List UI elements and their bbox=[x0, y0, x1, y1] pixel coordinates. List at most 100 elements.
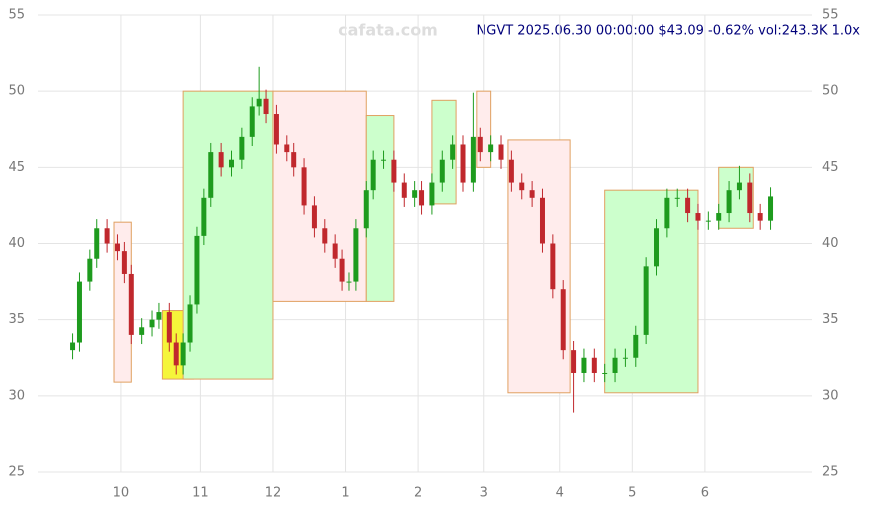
candle-body bbox=[94, 228, 100, 259]
candle-body bbox=[612, 357, 618, 373]
candle-body bbox=[311, 205, 317, 229]
candle-body bbox=[166, 312, 172, 343]
candle-body bbox=[695, 213, 701, 221]
candle-body bbox=[180, 342, 186, 366]
zone bbox=[182, 90, 274, 380]
candle-body bbox=[429, 182, 435, 206]
candle-body bbox=[674, 197, 680, 199]
candle-body bbox=[156, 312, 162, 320]
zone bbox=[272, 90, 367, 302]
candle-body bbox=[194, 235, 200, 305]
y-tick-label-right: 30 bbox=[822, 388, 839, 403]
candle-body bbox=[149, 319, 155, 328]
candle-body bbox=[256, 98, 262, 107]
candle-body bbox=[498, 144, 504, 160]
candle-body bbox=[353, 228, 359, 282]
candle-body bbox=[291, 152, 297, 168]
candle-body bbox=[128, 273, 134, 335]
candle-body bbox=[187, 304, 193, 343]
candle-body bbox=[685, 197, 691, 214]
y-tick-label: 45 bbox=[8, 160, 25, 175]
candle-body bbox=[757, 213, 763, 221]
candle-body bbox=[560, 289, 566, 351]
candle-body bbox=[602, 372, 608, 374]
candle-body bbox=[591, 357, 597, 373]
candle-body bbox=[114, 243, 120, 252]
zone bbox=[604, 189, 699, 394]
zone bbox=[476, 90, 492, 168]
y-tick-label-right: 35 bbox=[822, 312, 839, 327]
candle-body bbox=[412, 190, 418, 198]
candle-body bbox=[87, 258, 93, 282]
candle-body bbox=[218, 152, 224, 168]
candle-body bbox=[539, 197, 545, 244]
candle-body bbox=[346, 281, 352, 283]
candle-body bbox=[508, 159, 514, 183]
zone bbox=[507, 139, 571, 394]
candle-body bbox=[249, 106, 255, 137]
candle-body bbox=[460, 144, 466, 183]
x-tick-label: 4 bbox=[556, 486, 564, 501]
candle-body bbox=[201, 197, 207, 236]
watermark: cafata.com bbox=[338, 21, 438, 40]
candle-body bbox=[208, 152, 214, 198]
candle-body bbox=[301, 167, 307, 206]
candle-body bbox=[363, 190, 369, 229]
y-tick-label: 55 bbox=[8, 8, 25, 23]
candle-body bbox=[488, 144, 494, 153]
x-tick-label: 1 bbox=[341, 486, 349, 501]
x-tick-label: 3 bbox=[480, 486, 488, 501]
candle-body bbox=[70, 342, 76, 351]
candle-body bbox=[339, 258, 345, 282]
candle-body bbox=[622, 357, 628, 359]
candle-body bbox=[529, 190, 535, 198]
candle-body bbox=[664, 197, 670, 229]
y-tick-label-right: 40 bbox=[822, 236, 839, 251]
y-tick-label: 30 bbox=[8, 388, 25, 403]
candle-body bbox=[571, 350, 577, 373]
candle-body bbox=[768, 196, 774, 221]
candle-body bbox=[229, 159, 234, 168]
candle-body bbox=[519, 182, 525, 191]
candle-body bbox=[322, 228, 328, 244]
candle-body bbox=[419, 190, 425, 206]
candle-body bbox=[370, 159, 376, 191]
candle-body bbox=[716, 213, 722, 221]
candle-body bbox=[705, 220, 711, 222]
y-tick-label: 25 bbox=[8, 465, 25, 480]
x-tick-label: 5 bbox=[628, 486, 636, 501]
candle-body bbox=[633, 334, 639, 358]
x-tick-label: 12 bbox=[265, 486, 282, 501]
y-tick-label-right: 45 bbox=[822, 160, 839, 175]
candle-body bbox=[332, 243, 338, 259]
candle-body bbox=[104, 228, 110, 244]
candle-body bbox=[273, 114, 279, 145]
candle-body bbox=[747, 182, 753, 214]
candle-body bbox=[391, 159, 397, 183]
x-tick-label: 11 bbox=[192, 486, 209, 501]
candle-body bbox=[581, 357, 587, 373]
candle-body bbox=[726, 190, 732, 214]
candle-body bbox=[654, 228, 660, 267]
candle-body bbox=[439, 159, 445, 183]
candle-body bbox=[76, 281, 82, 343]
candle-body bbox=[401, 182, 407, 198]
x-tick-label: 6 bbox=[701, 486, 709, 501]
y-tick-label-right: 25 bbox=[822, 465, 839, 480]
candle-body bbox=[470, 136, 476, 183]
candle-body bbox=[284, 144, 290, 153]
candle-body bbox=[381, 159, 387, 161]
candle-body bbox=[477, 136, 483, 153]
x-tick-label: 10 bbox=[113, 486, 130, 501]
candle-body bbox=[173, 342, 179, 366]
candle-body bbox=[450, 144, 456, 160]
y-tick-label: 35 bbox=[8, 312, 25, 327]
x-tick-label: 2 bbox=[414, 486, 422, 501]
candle-body bbox=[736, 182, 742, 191]
candle-body bbox=[263, 98, 269, 115]
zone bbox=[365, 115, 395, 302]
candle-body bbox=[239, 136, 245, 160]
y-tick-label: 50 bbox=[8, 84, 25, 99]
candle-body bbox=[139, 327, 145, 335]
